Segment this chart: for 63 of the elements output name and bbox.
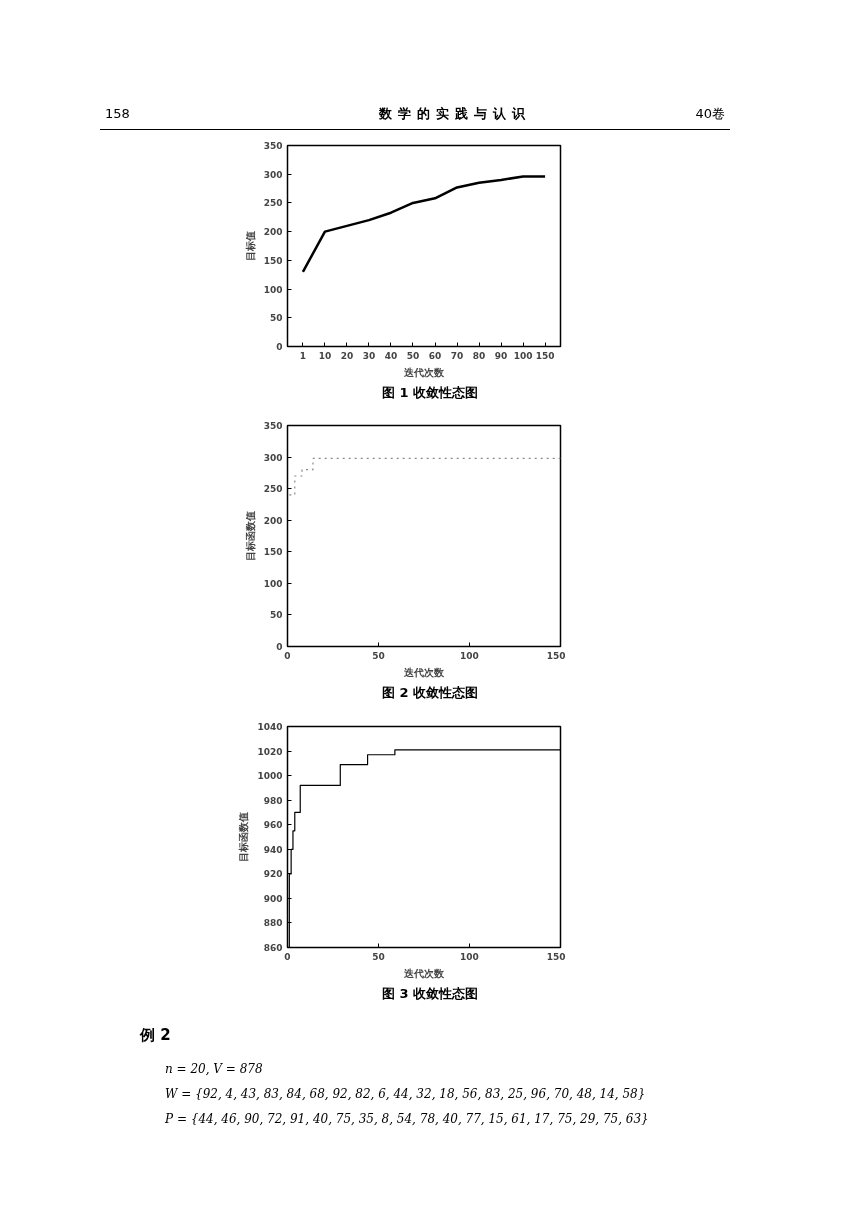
y-tick-label: 250 xyxy=(263,484,283,495)
x-tick-label: 20 xyxy=(340,350,354,361)
y-tick-label: 1000 xyxy=(257,770,283,781)
y-tick-label: 0 xyxy=(276,642,283,653)
y-tick-label: 0 xyxy=(276,341,283,352)
text: W = {92, 4, 43, 83, 84, 68, 92, 82, 6, 44, 32, 18, 56, 83, 25, 96, 70, 48, 14, 58} xyxy=(165,1085,646,1103)
y-tick-label: 350 xyxy=(263,421,283,432)
x-tick-label: 1 xyxy=(299,350,307,361)
line-series xyxy=(301,174,547,273)
x-tick-label: 30 xyxy=(362,350,376,361)
x-tick-label: 70 xyxy=(450,350,464,361)
y-tick-label: 50 xyxy=(269,610,283,621)
y-tick-label: 920 xyxy=(263,869,283,880)
y-tick-label: 960 xyxy=(263,819,283,830)
text: 40卷 xyxy=(695,105,725,123)
x-tick-label: 0 xyxy=(284,951,291,962)
x-tick-label: 40 xyxy=(384,350,398,361)
caption: 图 3 收敛性态图 xyxy=(381,984,479,1003)
y-tick-label: 880 xyxy=(263,918,283,929)
y-tick-label: 900 xyxy=(263,893,283,904)
y-tick-label: 50 xyxy=(269,312,283,323)
caption: 图 1 收敛性态图 xyxy=(381,383,479,402)
x-tick-label: 150 xyxy=(535,350,555,361)
y-tick-label: 100 xyxy=(263,284,283,295)
x-tick-label: 0 xyxy=(284,650,291,661)
y-tick-label: 100 xyxy=(263,578,283,589)
x-tick-label: 10 xyxy=(318,350,332,361)
y-tick-label: 300 xyxy=(263,452,283,463)
text: 例 2 xyxy=(140,1025,171,1047)
x-tick-label: 100 xyxy=(460,951,479,962)
x-axis-title: 迭代次数 xyxy=(403,666,445,678)
text: n = 20, V = 878 xyxy=(165,1060,263,1078)
y-tick-label: 200 xyxy=(263,515,283,526)
x-axis-title: 迭代次数 xyxy=(403,967,445,979)
x-tick-label: 50 xyxy=(372,650,385,661)
caption: 图 2 收敛性态图 xyxy=(381,684,479,703)
y-tick-label: 300 xyxy=(263,169,283,180)
y-tick-label: 980 xyxy=(263,795,283,806)
y-axis-title: 目标函数值 xyxy=(244,511,256,562)
text: 数学的实践与认识 xyxy=(379,105,531,123)
y-axis-title: 目标函数值 xyxy=(238,811,250,862)
y-tick-label: 150 xyxy=(263,547,283,558)
y-tick-label: 150 xyxy=(263,255,283,266)
x-tick-label: 50 xyxy=(372,951,385,962)
y-tick-label: 250 xyxy=(263,197,283,208)
y-tick-label: 940 xyxy=(263,844,283,855)
x-tick-label: 100 xyxy=(513,350,533,361)
y-tick-label: 860 xyxy=(263,942,283,953)
x-tick-label: 150 xyxy=(546,951,566,962)
y-tick-label: 200 xyxy=(263,226,283,237)
text: P = {44, 46, 90, 72, 91, 40, 75, 35, 8, 54, 78, 40, 77, 15, 61, 17, 75, 29, 75, 63} xyxy=(165,1110,649,1128)
y-tick-label: 1040 xyxy=(257,721,283,732)
text: 158 xyxy=(105,105,130,123)
x-tick-label: 150 xyxy=(546,650,566,661)
y-tick-label: 350 xyxy=(263,140,283,151)
y-axis-title: 目标值 xyxy=(244,230,256,261)
x-tick-label: 90 xyxy=(494,350,508,361)
x-tick-label: 60 xyxy=(428,350,442,361)
x-tick-label: 80 xyxy=(472,350,486,361)
x-tick-label: 100 xyxy=(460,650,479,661)
y-tick-label: 1020 xyxy=(257,746,283,757)
x-axis-title: 迭代次数 xyxy=(403,366,445,378)
x-tick-label: 50 xyxy=(406,350,420,361)
